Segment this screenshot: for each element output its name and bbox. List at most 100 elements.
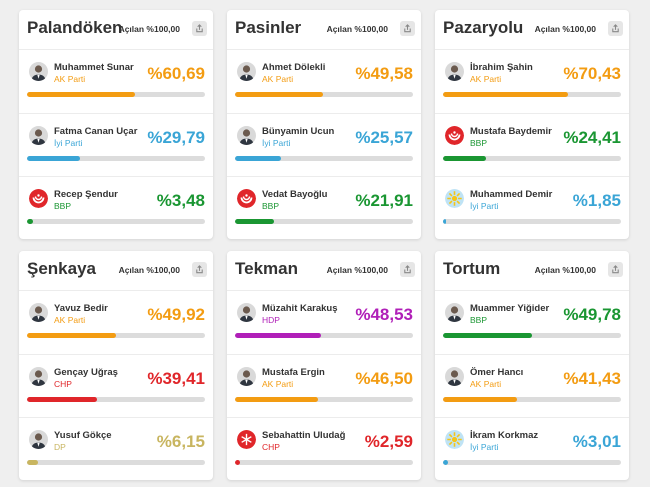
vote-bar-fill bbox=[443, 460, 449, 465]
candidate-party: DP bbox=[54, 442, 66, 452]
candidate-row[interactable]: Vedat Bayoğlu BBP %21,91 bbox=[227, 176, 421, 239]
vote-percentage: %49,78 bbox=[563, 305, 621, 324]
vote-percentage: %49,58 bbox=[355, 64, 413, 83]
vote-bar bbox=[443, 460, 621, 465]
bbp-logo-icon bbox=[445, 126, 464, 145]
candidate-party: AK Parti bbox=[262, 74, 294, 84]
opened-ballots-label: Açılan %100,00 bbox=[118, 24, 180, 34]
district-card: Pazaryolu Açılan %100,00 İbrahim Şahin A… bbox=[435, 10, 629, 239]
candidate-row[interactable]: Recep Şendur BBP %3,48 bbox=[19, 176, 213, 239]
vote-bar bbox=[27, 460, 205, 465]
candidate-row[interactable]: Mustafa Ergin AK Parti %46,50 bbox=[227, 354, 421, 417]
candidate-name: İbrahim Şahin bbox=[470, 62, 533, 73]
vote-bar-fill bbox=[27, 219, 34, 224]
candidate-name: Vedat Bayoğlu bbox=[262, 189, 328, 200]
candidate-row[interactable]: Mustafa Baydemir BBP %24,41 bbox=[435, 113, 629, 176]
candidate-name: Ömer Hancı bbox=[470, 367, 524, 378]
candidate-name: Müzahit Karakuş bbox=[262, 303, 338, 314]
vote-bar bbox=[443, 397, 621, 402]
vote-bar-fill bbox=[443, 156, 487, 161]
candidate-name: Ahmet Dölekli bbox=[262, 62, 326, 73]
card-header: Pazaryolu Açılan %100,00 bbox=[435, 10, 629, 50]
share-button[interactable] bbox=[608, 262, 623, 277]
vote-percentage: %48,53 bbox=[355, 305, 413, 324]
candidate-name: Muammer Yiğider bbox=[470, 303, 550, 314]
candidate-name: Mustafa Baydemir bbox=[470, 126, 552, 137]
opened-ballots-label: Açılan %100,00 bbox=[118, 265, 180, 275]
candidate-row[interactable]: Ahmet Dölekli AK Parti %49,58 bbox=[227, 50, 421, 113]
candidate-party: İyi Parti bbox=[54, 138, 83, 148]
candidate-row[interactable]: Bünyamin Ucun İyi Parti %25,57 bbox=[227, 113, 421, 176]
candidate-row[interactable]: Muhammet Sunar AK Parti %60,69 bbox=[19, 50, 213, 113]
share-button[interactable] bbox=[400, 262, 415, 277]
chp-logo-icon bbox=[237, 430, 256, 449]
opened-ballots-label: Açılan %100,00 bbox=[326, 24, 388, 34]
share-button[interactable] bbox=[608, 21, 623, 36]
district-card: Tortum Açılan %100,00 Muammer Yiğider BB… bbox=[435, 251, 629, 480]
candidate-name: Sebahattin Uludağ bbox=[262, 430, 346, 441]
candidate-avatar bbox=[29, 62, 48, 81]
vote-bar bbox=[235, 92, 413, 97]
share-icon bbox=[403, 20, 412, 38]
candidate-avatar bbox=[29, 367, 48, 386]
candidate-avatar bbox=[237, 367, 256, 386]
candidate-row[interactable]: Gençay Uğraş CHP %39,41 bbox=[19, 354, 213, 417]
candidate-row[interactable]: Muhammed Demir İyi Parti %1,85 bbox=[435, 176, 629, 239]
candidate-avatar bbox=[237, 126, 256, 145]
candidate-avatar bbox=[29, 430, 48, 449]
opened-ballots-label: Açılan %100,00 bbox=[534, 265, 596, 275]
vote-bar bbox=[443, 156, 621, 161]
vote-bar-fill bbox=[443, 397, 517, 402]
candidate-row[interactable]: Ömer Hancı AK Parti %41,43 bbox=[435, 354, 629, 417]
vote-bar bbox=[27, 156, 205, 161]
candidate-row[interactable]: Yavuz Bedir AK Parti %49,92 bbox=[19, 291, 213, 354]
vote-bar-fill bbox=[235, 219, 274, 224]
opened-ballots-label: Açılan %100,00 bbox=[534, 24, 596, 34]
card-header: Şenkaya Açılan %100,00 bbox=[19, 251, 213, 291]
candidate-row[interactable]: Sebahattin Uludağ CHP %2,59 bbox=[227, 417, 421, 480]
candidate-party: BBP bbox=[470, 138, 488, 148]
candidate-name: Yusuf Gökçe bbox=[54, 430, 112, 441]
iyi-logo-icon bbox=[445, 189, 464, 208]
vote-bar bbox=[235, 219, 413, 224]
candidate-row[interactable]: Yusuf Gökçe DP %6,15 bbox=[19, 417, 213, 480]
candidate-row[interactable]: İkram Korkmaz İyi Parti %3,01 bbox=[435, 417, 629, 480]
candidate-row[interactable]: Müzahit Karakuş HDP %48,53 bbox=[227, 291, 421, 354]
candidate-party: CHP bbox=[54, 379, 72, 389]
district-card: Palandöken Açılan %100,00 Muhammet Sunar… bbox=[19, 10, 213, 239]
vote-bar bbox=[235, 460, 413, 465]
share-icon bbox=[611, 20, 620, 38]
candidate-party: AK Parti bbox=[470, 74, 502, 84]
candidate-row[interactable]: Fatma Canan Uçar İyi Parti %29,79 bbox=[19, 113, 213, 176]
district-card: Pasinler Açılan %100,00 Ahmet Dölekli AK… bbox=[227, 10, 421, 239]
vote-bar-fill bbox=[235, 92, 324, 97]
card-header: Palandöken Açılan %100,00 bbox=[19, 10, 213, 50]
district-title: Şenkaya bbox=[27, 259, 96, 278]
vote-percentage: %6,15 bbox=[156, 432, 205, 451]
vote-percentage: %3,01 bbox=[572, 432, 621, 451]
vote-percentage: %46,50 bbox=[355, 369, 413, 388]
district-card: Şenkaya Açılan %100,00 Yavuz Bedir AK Pa… bbox=[19, 251, 213, 480]
vote-bar bbox=[443, 92, 621, 97]
vote-bar-fill bbox=[235, 333, 322, 338]
candidate-party: HDP bbox=[262, 315, 280, 325]
card-header: Tekman Açılan %100,00 bbox=[227, 251, 421, 291]
share-button[interactable] bbox=[400, 21, 415, 36]
candidate-name: Muhammet Sunar bbox=[54, 62, 134, 73]
share-button[interactable] bbox=[192, 262, 207, 277]
vote-bar bbox=[443, 333, 621, 338]
vote-percentage: %60,69 bbox=[147, 64, 205, 83]
candidate-row[interactable]: İbrahim Şahin AK Parti %70,43 bbox=[435, 50, 629, 113]
district-card: Tekman Açılan %100,00 Müzahit Karakuş HD… bbox=[227, 251, 421, 480]
vote-bar bbox=[27, 333, 205, 338]
candidate-row[interactable]: Muammer Yiğider BBP %49,78 bbox=[435, 291, 629, 354]
vote-bar bbox=[27, 219, 205, 224]
bbp-logo-icon bbox=[237, 189, 256, 208]
candidate-party: AK Parti bbox=[54, 315, 86, 325]
vote-bar-fill bbox=[235, 397, 318, 402]
candidate-name: Yavuz Bedir bbox=[54, 303, 108, 314]
candidate-party: İyi Parti bbox=[262, 138, 291, 148]
share-button[interactable] bbox=[192, 21, 207, 36]
district-title: Pasinler bbox=[235, 18, 302, 37]
candidate-avatar bbox=[237, 62, 256, 81]
